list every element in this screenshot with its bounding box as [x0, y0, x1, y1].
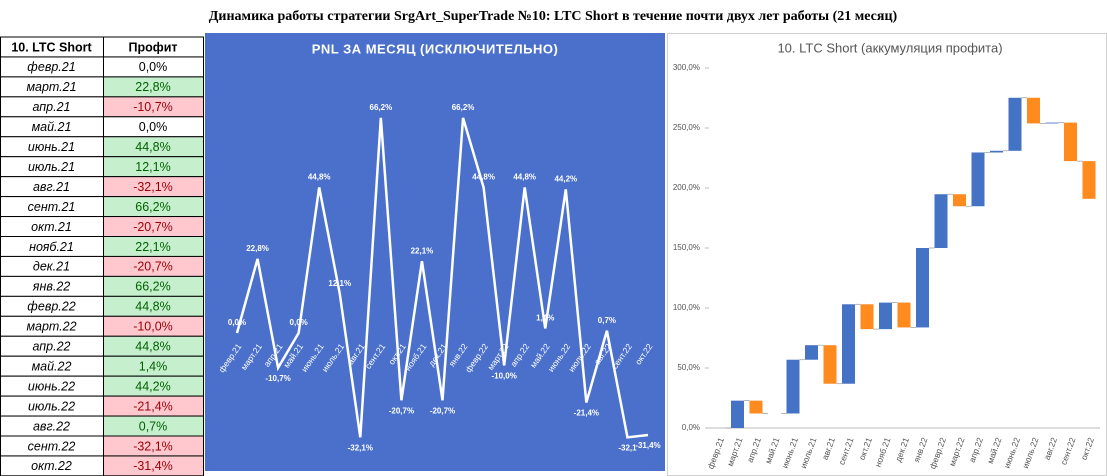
y-tick-label: 0,0% [682, 423, 700, 432]
cell-text: -32,1% [133, 439, 173, 453]
data-label: -31,4% [635, 441, 660, 450]
bar [1064, 122, 1077, 162]
cell-text: -20,7% [133, 220, 173, 234]
cell-text: авг.21 [33, 180, 70, 194]
data-label: 44,8% [513, 173, 536, 182]
y-tick-label: 300,0% [673, 63, 700, 72]
cell-text: март.22 [26, 320, 76, 334]
cell-text: сент.22 [28, 439, 76, 453]
line-panel [205, 33, 665, 471]
cell-text: сент.21 [28, 200, 76, 214]
bar [1045, 122, 1059, 124]
bar [749, 400, 763, 414]
bar [897, 302, 911, 328]
cell-text: -32,1% [133, 180, 173, 194]
cell-text: 0,0% [139, 60, 168, 74]
cell-text: апр.22 [32, 340, 70, 354]
bar [916, 248, 929, 328]
bar [953, 194, 966, 207]
cell-text: нояб.21 [29, 240, 74, 254]
cell-text: май.22 [32, 359, 72, 373]
bar [842, 304, 855, 384]
cell-text: -20,7% [133, 260, 173, 274]
data-label: 22,8% [246, 244, 269, 253]
cell-text: февр.21 [27, 60, 75, 74]
cell-text: 44,8% [135, 300, 170, 314]
data-label: -32,1% [348, 443, 373, 452]
data-label: 44,8% [472, 173, 495, 182]
chart-title: PNL ЗА МЕСЯЦ (ИСКЛЮЧИТЕЛЬНО) [312, 41, 559, 56]
bar [934, 194, 948, 248]
data-label: 44,2% [554, 174, 577, 183]
cell-text: 10. LTC Short [11, 40, 92, 54]
bar [971, 152, 985, 207]
data-label: -10,0% [491, 372, 516, 381]
data-label: -20,7% [389, 406, 414, 415]
cell-text: июль.21 [28, 160, 75, 174]
data-label: -20,7% [430, 406, 455, 415]
cell-text: дек.21 [33, 260, 70, 274]
cell-text: 44,8% [135, 340, 170, 354]
cell-text: 1,4% [139, 359, 168, 373]
bar [1082, 161, 1096, 199]
cell-text: 44,8% [135, 140, 170, 154]
cell-text: 0,0% [139, 120, 168, 134]
cell-text: -21,4% [133, 399, 173, 413]
cell-text: 66,2% [135, 200, 170, 214]
y-tick-label: 250,0% [673, 123, 700, 132]
bar [786, 359, 800, 414]
bar [990, 150, 1003, 153]
chart-title: 10. LTC Short (аккумуляция профита) [777, 40, 1002, 55]
cell-text: 22,8% [135, 80, 170, 94]
cell-text: -10,7% [133, 100, 173, 114]
cell-text: 22,1% [135, 240, 170, 254]
data-label: 66,2% [370, 103, 393, 112]
page-title: Динамика работы стратегии SrgArt_SuperTr… [209, 9, 898, 24]
data-label: 0,7% [598, 316, 616, 325]
data-label: -21,4% [574, 409, 599, 418]
data-label: 0,0% [228, 318, 246, 327]
data-label: -10,7% [265, 374, 290, 383]
cell-text: 0,7% [139, 419, 168, 433]
cell-text: -31,4% [133, 459, 173, 473]
bar [731, 400, 744, 428]
cell-text: окт.22 [31, 459, 72, 473]
bar [860, 304, 874, 330]
data-label: 22,1% [411, 246, 434, 255]
cell-text: -10,0% [133, 320, 173, 334]
data-label: -32,1 [618, 443, 637, 452]
data-label: 0,0% [290, 318, 308, 327]
y-tick-label: 100,0% [673, 303, 700, 312]
y-tick-label: 150,0% [673, 243, 700, 252]
cell-text: июнь.21 [28, 140, 75, 154]
cell-text: июнь.22 [28, 379, 75, 393]
cell-text: 66,2% [135, 280, 170, 294]
cell-text: янв.22 [32, 280, 71, 294]
cell-text: май.21 [32, 120, 72, 134]
bar [1008, 97, 1022, 151]
y-tick-label: 50,0% [677, 363, 700, 372]
cell-text: март.21 [26, 80, 76, 94]
cell-text: Профит [129, 40, 178, 54]
cell-text: июль.22 [28, 399, 75, 413]
data-label: 1,4% [536, 314, 554, 323]
bar [1027, 97, 1040, 124]
data-label: 44,8% [308, 173, 331, 182]
cell-text: окт.21 [31, 220, 72, 234]
bar [879, 302, 892, 330]
cell-text: 44,2% [135, 379, 170, 393]
cell-text: февр.22 [27, 300, 75, 314]
pnl-line [235, 117, 649, 439]
data-label: 12,1% [328, 279, 351, 288]
bar [823, 345, 837, 384]
data-label: 66,2% [452, 103, 475, 112]
cell-text: авг.22 [33, 419, 70, 433]
cell-text: 12,1% [135, 160, 170, 174]
cell-text: апр.21 [32, 100, 70, 114]
bar [805, 345, 818, 360]
y-tick-label: 200,0% [673, 183, 700, 192]
